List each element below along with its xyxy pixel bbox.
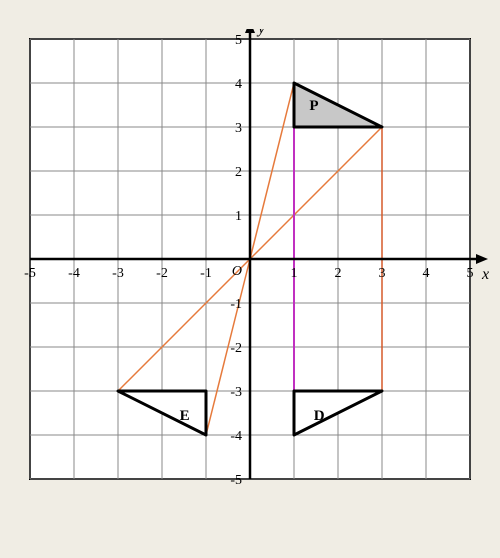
svg-text:4: 4 xyxy=(235,77,242,92)
svg-text:-1: -1 xyxy=(200,266,212,281)
svg-text:4: 4 xyxy=(423,266,430,281)
svg-text:-5: -5 xyxy=(230,473,242,488)
svg-text:-3: -3 xyxy=(112,266,124,281)
svg-text:2: 2 xyxy=(235,165,242,180)
svg-text:5: 5 xyxy=(467,266,474,281)
svg-text:P: P xyxy=(309,98,318,114)
svg-text:y: y xyxy=(256,29,266,37)
svg-text:E: E xyxy=(180,408,190,424)
svg-text:5: 5 xyxy=(235,33,242,48)
svg-text:O: O xyxy=(232,264,242,279)
svg-text:D: D xyxy=(314,408,325,424)
svg-text:-2: -2 xyxy=(156,266,168,281)
svg-text:1: 1 xyxy=(235,209,242,224)
coordinate-plane: -5-4-3-2-112345-5-4-3-2-112345OxyPED xyxy=(20,29,480,529)
svg-text:-5: -5 xyxy=(24,266,36,281)
svg-text:x: x xyxy=(481,266,489,283)
svg-text:-3: -3 xyxy=(230,385,242,400)
svg-text:-4: -4 xyxy=(68,266,80,281)
svg-text:-1: -1 xyxy=(230,297,242,312)
chart-svg: -5 -4 -3 -2 -1 1 2 3 4 5 -5 -4 -3 -2 -1 1 2 3 4 5 Ox y P E D xyxy=(20,29,500,509)
svg-text:3: 3 xyxy=(235,121,242,136)
svg-text:3: 3 xyxy=(379,266,386,281)
svg-text:2: 2 xyxy=(335,266,342,281)
svg-text:-2: -2 xyxy=(230,341,242,356)
svg-text:-4: -4 xyxy=(230,429,242,444)
svg-text:1: 1 xyxy=(291,266,298,281)
